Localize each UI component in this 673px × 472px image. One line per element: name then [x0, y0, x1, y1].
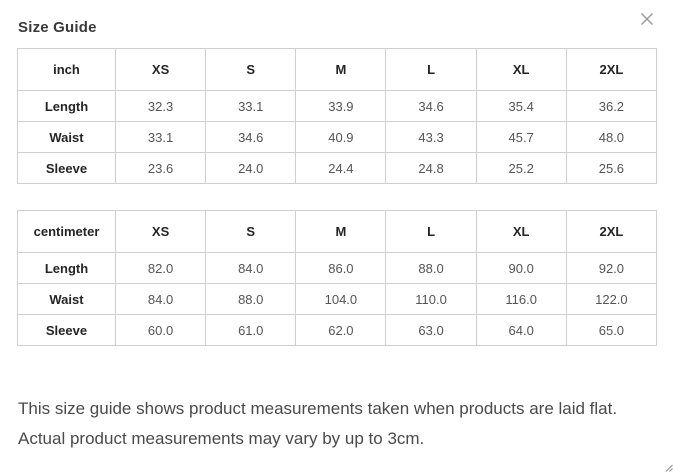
row-label-cell: Length — [17, 90, 116, 122]
table-header-row: centimeter XS S M L XL 2XL — [17, 210, 658, 253]
row-label-cell: Waist — [17, 121, 116, 153]
size-guide-disclaimer: This size guide shows product measuremen… — [18, 399, 618, 448]
unit-header-cell: centimeter — [17, 210, 116, 253]
size-header-cell: S — [205, 48, 297, 91]
size-header-cell: XL — [475, 48, 567, 91]
measurement-cell: 63.0 — [385, 314, 477, 346]
row-label-cell: Waist — [17, 283, 116, 315]
measurement-cell: 40.9 — [295, 121, 387, 153]
size-header-cell: S — [205, 210, 297, 253]
measurement-cell: 35.4 — [475, 90, 567, 122]
measurement-cell: 33.9 — [295, 90, 387, 122]
measurement-cell: 65.0 — [565, 314, 658, 346]
measurement-cell: 24.8 — [385, 152, 477, 184]
table-row-length: Length 32.3 33.1 33.9 34.6 35.4 36.2 — [17, 90, 658, 122]
table-row-sleeve: Sleeve 60.0 61.0 62.0 63.0 64.0 65.0 — [17, 314, 658, 346]
table-row-waist: Waist 84.0 88.0 104.0 110.0 116.0 122.0 — [17, 283, 658, 315]
measurement-cell: 25.6 — [565, 152, 658, 184]
measurement-cell: 116.0 — [475, 283, 567, 315]
measurement-cell: 45.7 — [475, 121, 567, 153]
size-header-cell: L — [385, 210, 477, 253]
row-label-cell: Length — [17, 252, 116, 284]
measurement-cell: 88.0 — [385, 252, 477, 284]
measurement-cell: 32.3 — [114, 90, 207, 122]
size-header-cell: XS — [114, 210, 207, 253]
measurement-cell: 33.1 — [205, 90, 297, 122]
size-header-cell: M — [295, 48, 387, 91]
measurement-cell: 25.2 — [475, 152, 567, 184]
measurement-cell: 84.0 — [114, 283, 207, 315]
measurement-cell: 24.0 — [205, 152, 297, 184]
measurement-cell: 86.0 — [295, 252, 387, 284]
close-icon — [639, 11, 655, 30]
measurement-cell: 33.1 — [114, 121, 207, 153]
measurement-cell: 64.0 — [475, 314, 567, 346]
table-row-sleeve: Sleeve 23.6 24.0 24.4 24.8 25.2 25.6 — [17, 152, 658, 184]
resize-handle[interactable] — [664, 463, 673, 472]
measurement-cell: 48.0 — [565, 121, 658, 153]
measurement-cell: 36.2 — [565, 90, 658, 122]
measurement-cell: 122.0 — [565, 283, 658, 315]
row-label-cell: Sleeve — [17, 152, 116, 184]
resize-grip-icon — [664, 463, 673, 472]
measurement-cell: 82.0 — [114, 252, 207, 284]
measurement-cell: 23.6 — [114, 152, 207, 184]
measurement-cell: 34.6 — [385, 90, 477, 122]
measurement-cell: 43.3 — [385, 121, 477, 153]
measurement-cell: 84.0 — [205, 252, 297, 284]
size-header-cell: XL — [475, 210, 567, 253]
measurement-cell: 60.0 — [114, 314, 207, 346]
table-header-row: inch XS S M L XL 2XL — [17, 48, 658, 91]
close-button[interactable] — [635, 8, 659, 32]
row-label-cell: Sleeve — [17, 314, 116, 346]
size-header-cell: 2XL — [565, 210, 658, 253]
measurement-cell: 34.6 — [205, 121, 297, 153]
measurement-cell: 110.0 — [385, 283, 477, 315]
table-row-waist: Waist 33.1 34.6 40.9 43.3 45.7 48.0 — [17, 121, 658, 153]
size-header-cell: M — [295, 210, 387, 253]
size-table-centimeter: centimeter XS S M L XL 2XL Length 82.0 8… — [17, 210, 658, 346]
measurement-cell: 90.0 — [475, 252, 567, 284]
size-header-cell: L — [385, 48, 477, 91]
measurement-cell: 104.0 — [295, 283, 387, 315]
measurement-cell: 61.0 — [205, 314, 297, 346]
table-row-length: Length 82.0 84.0 86.0 88.0 90.0 92.0 — [17, 252, 658, 284]
measurement-cell: 24.4 — [295, 152, 387, 184]
size-header-cell: XS — [114, 48, 207, 91]
measurement-cell: 88.0 — [205, 283, 297, 315]
unit-header-cell: inch — [17, 48, 116, 91]
size-header-cell: 2XL — [565, 48, 658, 91]
page-title: Size Guide — [18, 19, 97, 36]
measurement-cell: 62.0 — [295, 314, 387, 346]
size-table-inch: inch XS S M L XL 2XL Length 32.3 33.1 33… — [17, 48, 658, 184]
measurement-cell: 92.0 — [565, 252, 658, 284]
